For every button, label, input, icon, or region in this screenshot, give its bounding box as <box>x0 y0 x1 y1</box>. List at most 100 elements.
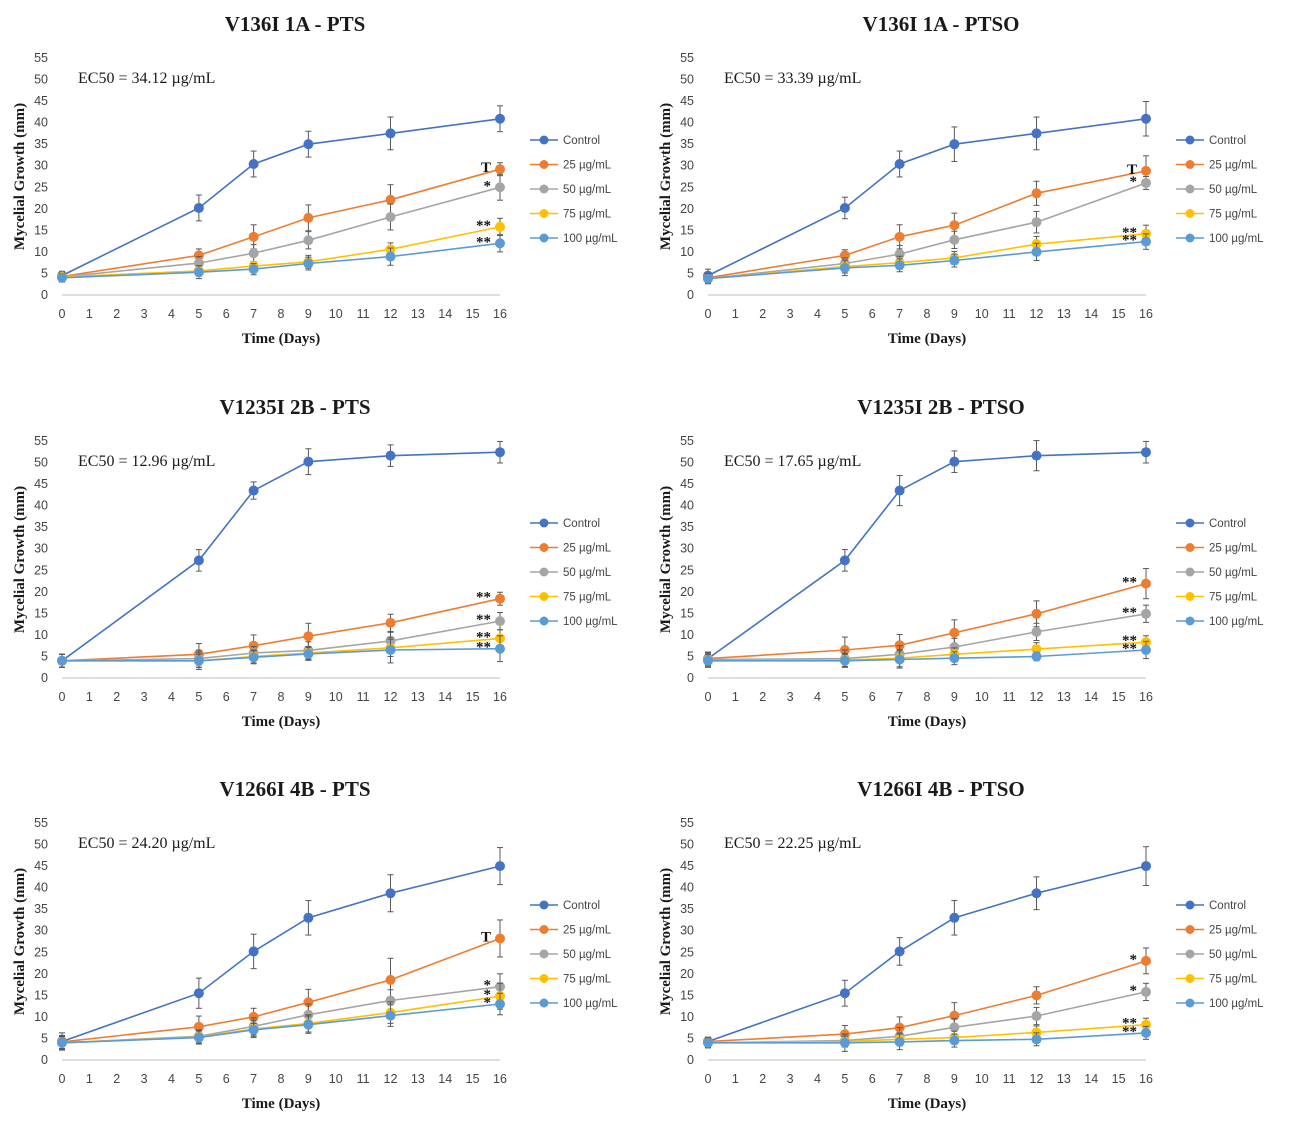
series-line <box>61 226 501 278</box>
x-tick-label: 16 <box>1139 690 1153 704</box>
data-point <box>495 238 505 249</box>
data-point <box>248 946 259 957</box>
x-tick-label: 11 <box>357 1072 370 1086</box>
y-tick-label: 30 <box>680 542 694 556</box>
y-tick-label: 0 <box>687 1053 694 1067</box>
y-tick-label: 30 <box>34 542 48 556</box>
legend-label: 25 µg/mL <box>1209 543 1258 555</box>
y-tick-label: 30 <box>34 924 48 938</box>
x-tick-label: 14 <box>438 690 452 704</box>
series-line <box>708 649 1147 662</box>
y-tick-label: 5 <box>687 1031 694 1045</box>
y-tick-label: 5 <box>41 266 48 280</box>
legend-label: 50 µg/mL <box>1209 567 1258 579</box>
legend-item: Control <box>1176 900 1246 912</box>
data-point <box>193 202 204 213</box>
x-tick-label: 11 <box>1003 307 1016 321</box>
significance-label: ** <box>476 234 491 250</box>
data-point <box>303 258 314 269</box>
data-point <box>1141 236 1151 247</box>
data-point <box>894 946 905 957</box>
series-line <box>707 865 1147 1043</box>
y-tick-label: 15 <box>34 223 48 237</box>
x-tick-label: 10 <box>329 1072 343 1086</box>
data-point <box>839 555 850 566</box>
data-point <box>495 933 505 944</box>
x-tick-label: 6 <box>869 690 876 704</box>
legend-label: 25 µg/mL <box>1209 160 1258 172</box>
y-tick-label: 5 <box>41 1031 48 1045</box>
data-point <box>248 264 259 275</box>
x-tick-label: 4 <box>168 307 175 321</box>
x-tick-label: 14 <box>438 307 452 321</box>
legend-item: Control <box>1176 135 1246 147</box>
significance-label: ** <box>1122 225 1137 241</box>
y-tick-label: 40 <box>680 881 694 895</box>
legend-label: 75 µg/mL <box>563 209 612 221</box>
data-point <box>839 202 850 213</box>
data-point <box>248 640 259 651</box>
data-point <box>193 988 204 999</box>
data-point <box>248 1011 259 1022</box>
y-tick-label: 40 <box>34 116 48 130</box>
x-axis-label: Time (Days) <box>242 714 320 730</box>
x-tick-label: 4 <box>814 307 821 321</box>
x-tick-label: 4 <box>168 690 175 704</box>
data-point <box>1031 1034 1042 1045</box>
data-point <box>1031 450 1042 461</box>
data-point <box>57 655 67 666</box>
x-tick-label: 10 <box>975 690 989 704</box>
x-tick-label: 0 <box>59 307 66 321</box>
data-point <box>495 113 505 124</box>
data-point <box>495 593 505 604</box>
x-tick-label: 6 <box>223 1072 230 1086</box>
significance-label: * <box>484 995 492 1011</box>
x-tick-label: 10 <box>329 690 343 704</box>
data-point <box>303 648 314 659</box>
data-point <box>839 655 850 666</box>
x-tick-label: 8 <box>278 690 285 704</box>
x-tick-label: 13 <box>411 690 425 704</box>
x-tick-label: 12 <box>1030 1072 1044 1086</box>
series-group: T <box>703 155 1151 283</box>
data-point <box>949 139 960 150</box>
data-point <box>385 251 396 262</box>
legend-label: 25 µg/mL <box>563 543 612 555</box>
x-tick-label: 13 <box>411 307 425 321</box>
significance-label: ** <box>1122 633 1137 649</box>
legend-item: 100 µg/mL <box>530 998 618 1010</box>
y-axis-label: Mycelial Growth (mm) <box>12 868 28 1015</box>
y-tick-label: 40 <box>680 499 694 513</box>
x-tick-label: 3 <box>787 1072 794 1086</box>
legend-label: 50 µg/mL <box>563 949 612 961</box>
data-point <box>385 128 396 139</box>
data-point <box>193 1021 204 1032</box>
x-axis-label: Time (Days) <box>888 1096 966 1112</box>
series-line <box>62 647 501 662</box>
data-point <box>495 447 505 458</box>
x-tick-label: 2 <box>113 307 120 321</box>
x-tick-label: 7 <box>250 307 257 321</box>
y-tick-label: 35 <box>680 520 694 534</box>
y-tick-label: 10 <box>34 1010 48 1024</box>
x-tick-label: 0 <box>705 690 712 704</box>
x-tick-label: 15 <box>466 307 480 321</box>
y-tick-label: 0 <box>41 288 48 302</box>
significance-label: ** <box>476 640 491 656</box>
x-tick-label: 12 <box>1030 690 1044 704</box>
y-tick-label: 50 <box>34 73 48 87</box>
significance-label: T <box>481 929 491 945</box>
series-group: * <box>57 973 505 1050</box>
data-point <box>1141 578 1151 589</box>
x-tick-label: 11 <box>357 307 370 321</box>
x-tick-label: 1 <box>86 1072 93 1086</box>
x-tick-label: 2 <box>113 690 120 704</box>
data-point <box>949 912 960 923</box>
legend-label: 25 µg/mL <box>563 925 612 937</box>
y-tick-label: 40 <box>34 881 48 895</box>
data-point <box>495 164 505 175</box>
y-tick-label: 30 <box>34 159 48 173</box>
series-group: ** <box>703 224 1151 284</box>
x-tick-label: 5 <box>841 307 848 321</box>
